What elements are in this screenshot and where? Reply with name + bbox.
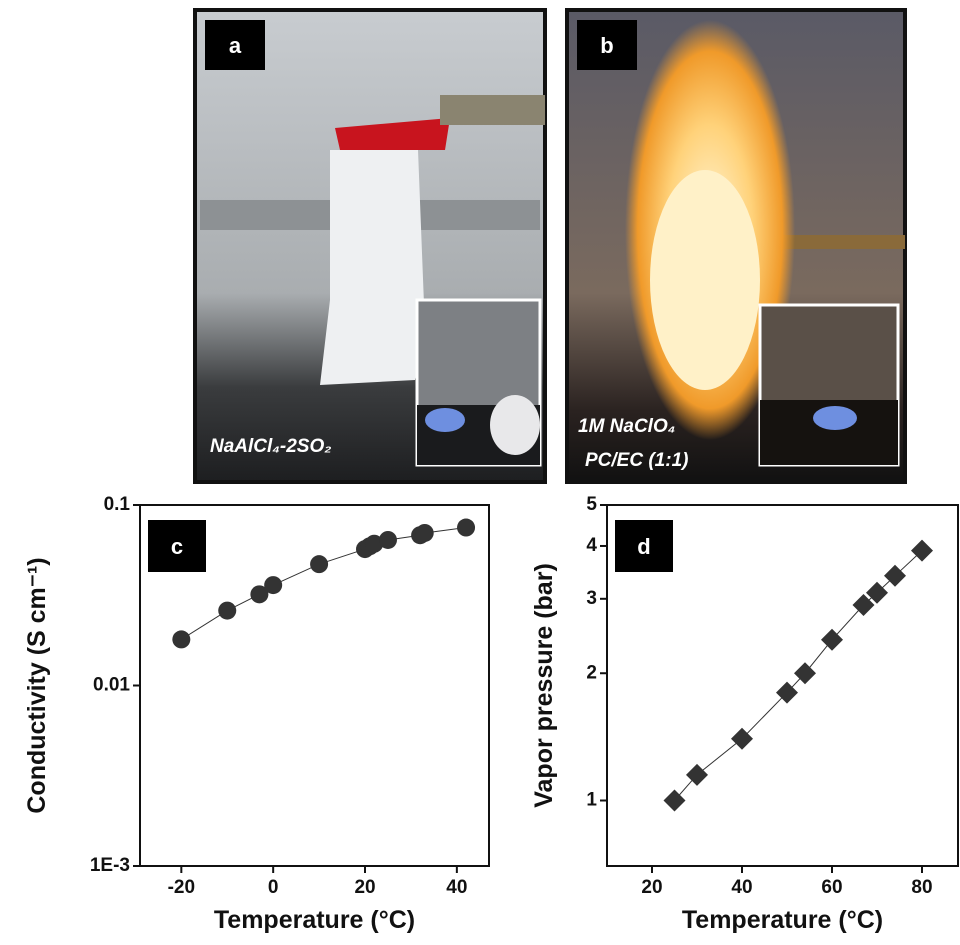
panel-label: d	[637, 534, 650, 559]
data-line	[181, 528, 466, 640]
x-tick-label: 60	[821, 877, 842, 898]
x-tick-label: 0	[268, 877, 279, 898]
data-point	[664, 790, 686, 812]
photo-caption: PC/EC (1:1)	[585, 450, 688, 471]
panel-label: b	[600, 33, 613, 58]
y-axis-label: Vapor pressure (bar)	[530, 563, 558, 808]
data-point	[686, 764, 708, 786]
y-tick-label: 1E-3	[90, 855, 130, 876]
panel-label: a	[229, 33, 242, 58]
y-axis-label: Conductivity (S cm⁻¹)	[23, 557, 51, 813]
data-point	[821, 629, 843, 651]
x-axis-label: Temperature (°C)	[682, 906, 883, 934]
y-tick-label: 4	[586, 535, 597, 556]
x-tick-label: 80	[911, 877, 932, 898]
x-tick-label: 20	[641, 877, 662, 898]
photo-caption: NaAlCl₄-2SO₂	[210, 436, 332, 457]
data-point	[218, 602, 236, 620]
y-tick-label: 0.1	[104, 494, 131, 515]
photo-a	[195, 10, 545, 482]
x-tick-label: -20	[168, 877, 195, 898]
x-tick-label: 20	[354, 877, 375, 898]
data-point	[310, 555, 328, 573]
y-tick-label: 2	[586, 662, 597, 683]
photo-b	[567, 10, 905, 482]
photo-caption: 1M NaClO₄	[578, 416, 675, 437]
data-point	[264, 576, 282, 594]
data-point	[416, 524, 434, 542]
y-tick-label: 0.01	[93, 675, 130, 696]
x-tick-label: 40	[731, 877, 752, 898]
figure: a b NaAlCl₄-2SO₂ 1M NaClO₄ PC/EC (1:1) -…	[0, 0, 960, 940]
data-point	[172, 630, 190, 648]
data-point	[379, 531, 397, 549]
x-axis-label: Temperature (°C)	[214, 906, 415, 934]
panel-label: c	[171, 534, 183, 559]
y-tick-label: 3	[586, 588, 597, 609]
y-tick-label: 5	[586, 494, 597, 515]
x-tick-label: 40	[446, 877, 467, 898]
data-point	[457, 519, 475, 537]
y-tick-label: 1	[586, 790, 597, 811]
